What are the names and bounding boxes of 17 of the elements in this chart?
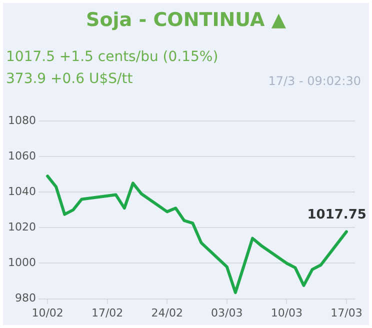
y-tick-label: 1020: [8, 220, 36, 234]
annotation: 1017.75: [307, 208, 366, 223]
chart-subtitle: 1017.5 +1.5 cents/bu (0.15%): [6, 49, 218, 65]
text: 17/3 - 09:02:30: [268, 74, 361, 88]
x-tick-label: 17/02: [91, 306, 124, 320]
y-tick-label: 1040: [8, 184, 36, 198]
chart-title: Soja - CONTINUA ▲: [85, 9, 287, 31]
y-tick-label: 1080: [8, 114, 36, 127]
x-tick-label: 03/03: [211, 306, 243, 320]
y-tick-label: 1000: [8, 256, 36, 270]
x-tick-label: 24/02: [151, 306, 183, 320]
x-tick-label: 10/03: [270, 306, 303, 320]
x-tick-label: 10/02: [32, 306, 64, 320]
y-tick-label: 980: [14, 292, 36, 305]
text: 373.9 +0.6 U$S/tt: [6, 71, 133, 87]
x-tick-label: 17/03: [330, 306, 362, 320]
y-tick-label: 1060: [8, 149, 36, 162]
